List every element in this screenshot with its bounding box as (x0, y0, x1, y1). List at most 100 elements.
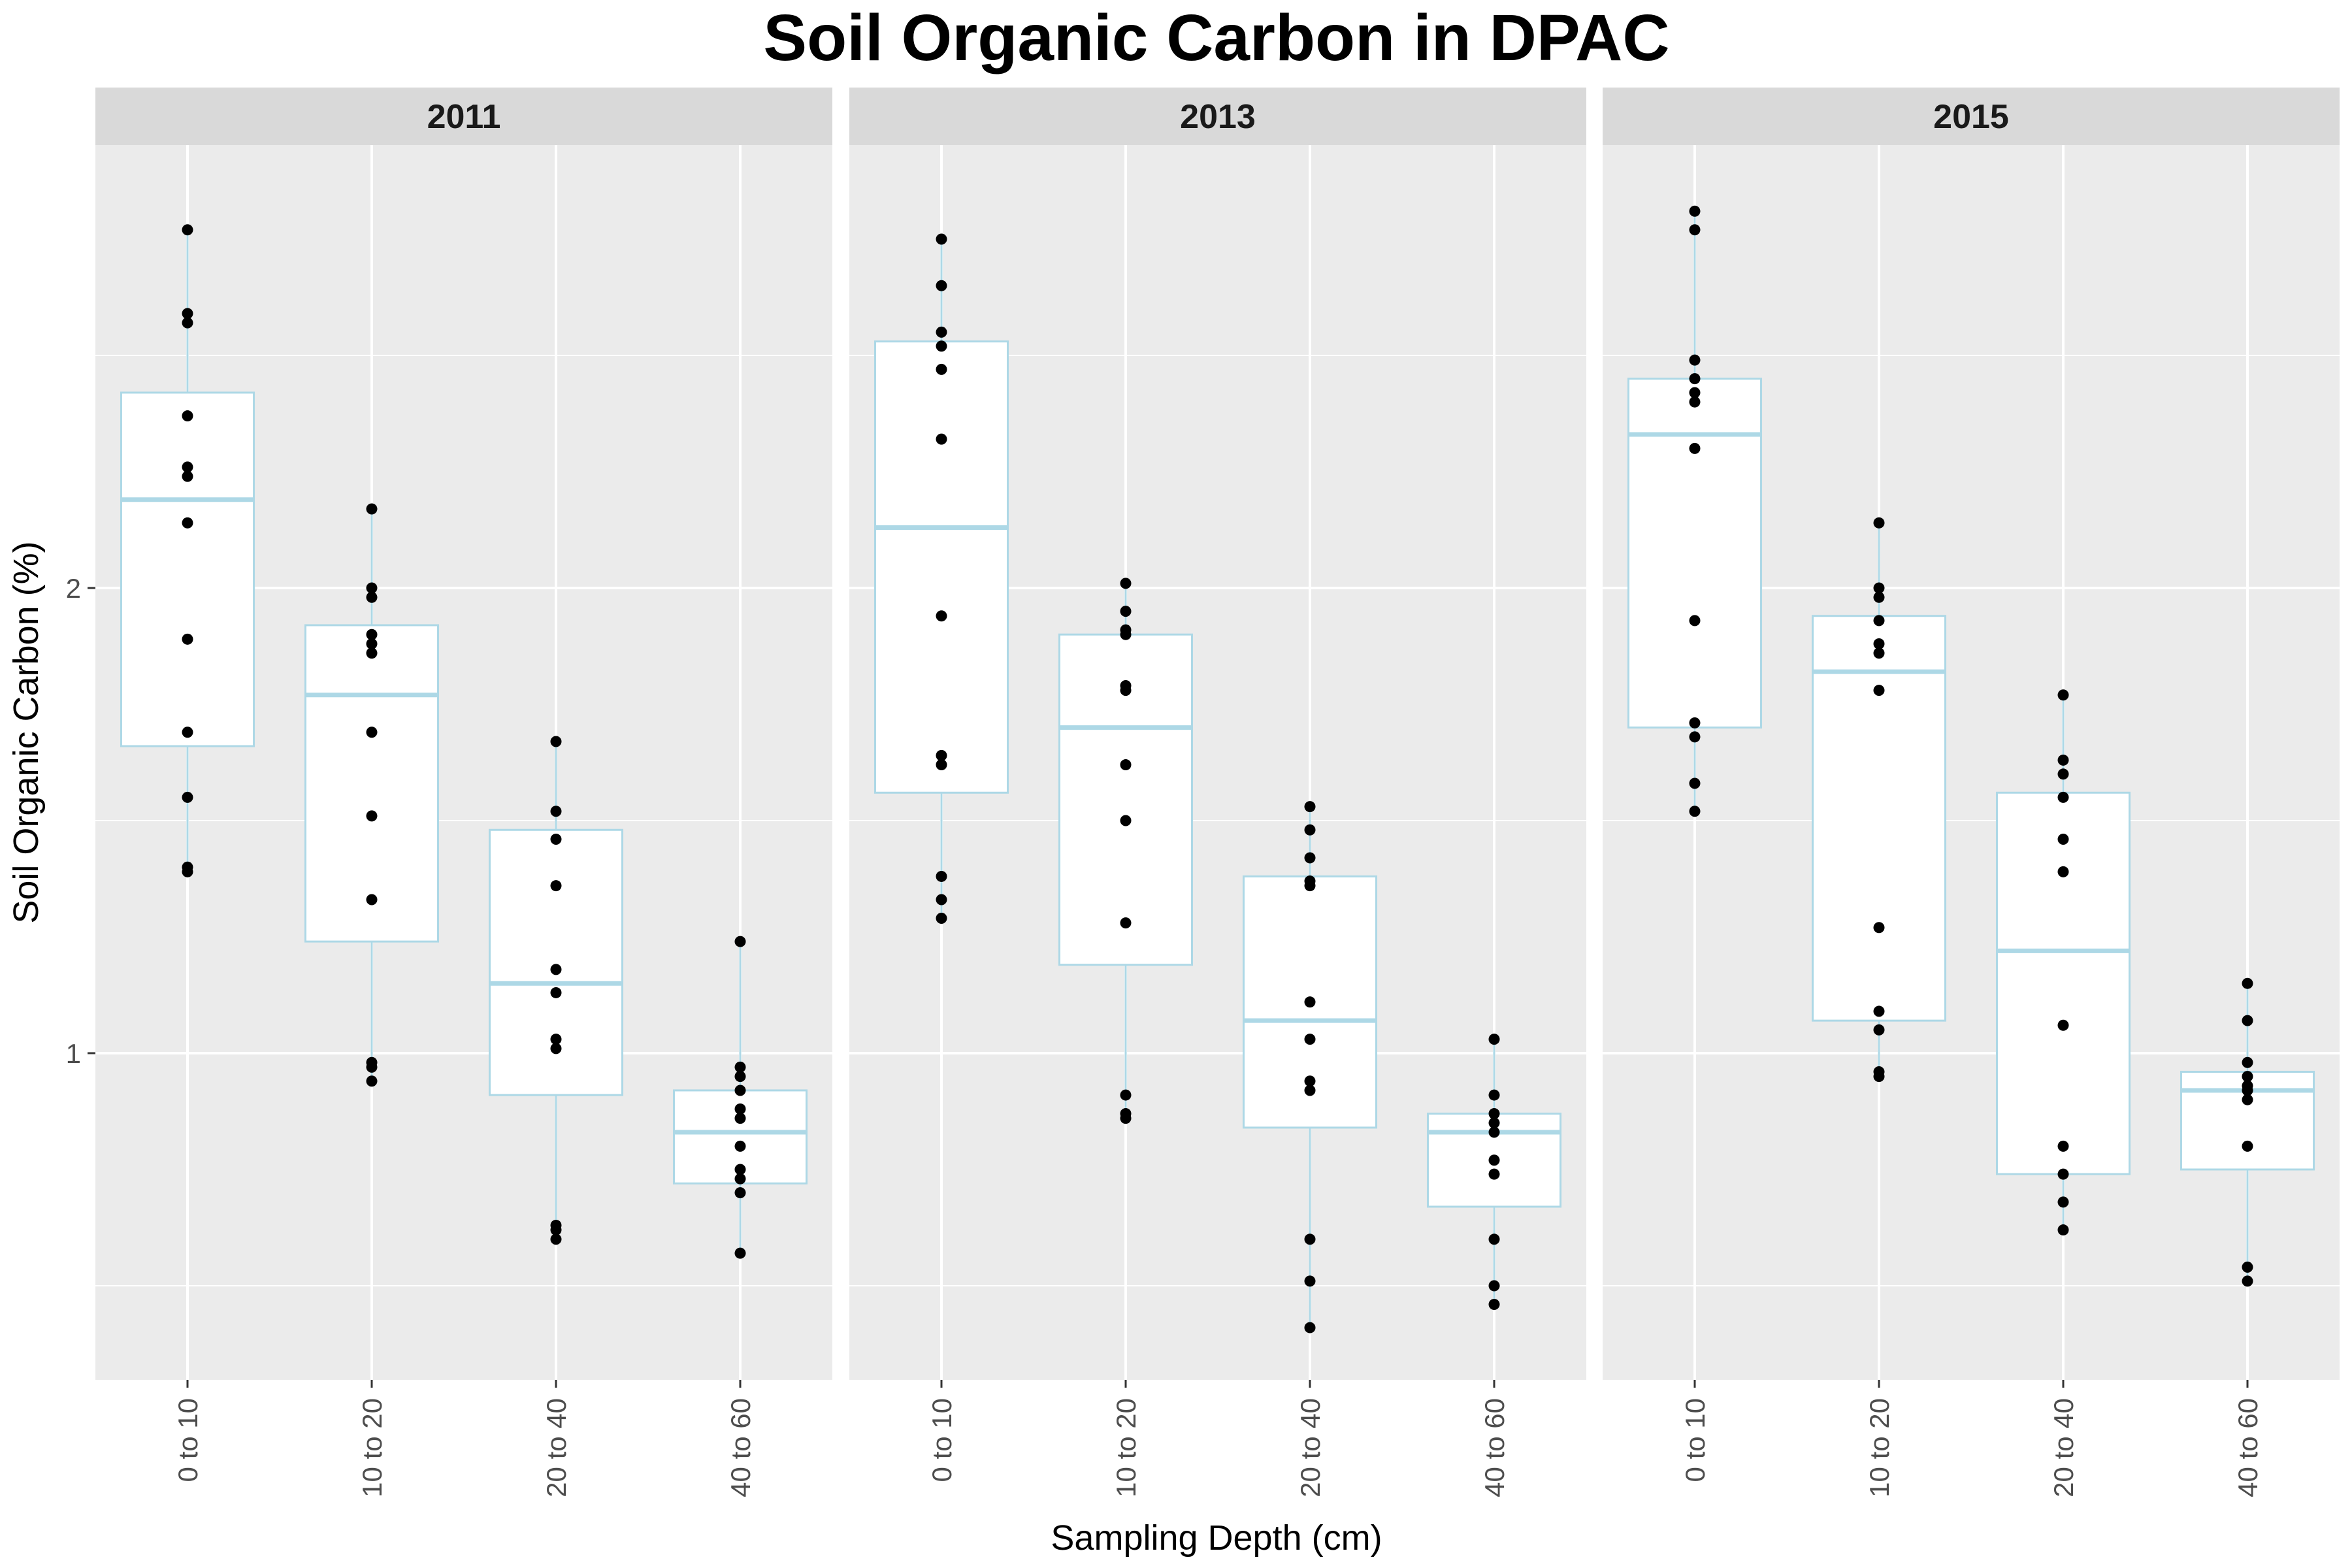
data-point (550, 1224, 562, 1236)
data-point (734, 1247, 746, 1259)
data-point (1304, 1034, 1316, 1045)
data-point (1120, 1089, 1132, 1101)
data-point (2242, 1262, 2253, 1273)
panel-background (1603, 145, 2340, 1380)
chart-title: Soil Organic Carbon in DPAC (763, 1, 1669, 74)
facet-strip (849, 88, 1586, 145)
data-point (734, 1187, 746, 1199)
data-point (1488, 1089, 1500, 1101)
data-point (1304, 1275, 1316, 1287)
x-tick-label: 0 to 10 (926, 1398, 957, 1482)
data-point (1120, 606, 1132, 617)
data-point (1488, 1117, 1500, 1129)
data-point (1689, 806, 1701, 817)
data-point (734, 1103, 746, 1115)
data-point (936, 913, 947, 924)
box-iqr (874, 340, 1009, 794)
box-iqr (304, 624, 440, 943)
data-point (1689, 777, 1701, 789)
box-20-to-40 (1995, 689, 2131, 1236)
data-point (1873, 582, 1885, 594)
box-10-to-20 (1811, 517, 1947, 1083)
x-tick-label: 20 to 40 (541, 1398, 572, 1497)
data-point (182, 410, 193, 422)
data-point (936, 433, 947, 445)
box-0-to-10 (1627, 205, 1763, 817)
data-point (2057, 1168, 2069, 1180)
data-point (1120, 815, 1132, 826)
data-point (1488, 1280, 1500, 1292)
box-40-to-60 (2180, 977, 2315, 1287)
data-point (1304, 801, 1316, 813)
box-0-to-10 (874, 233, 1009, 924)
x-tick-label: 20 to 40 (2048, 1398, 2079, 1497)
data-point (550, 1034, 562, 1045)
data-point (2057, 1224, 2069, 1236)
facet-strip-label: 2011 (427, 98, 501, 136)
x-axis-title: Sampling Depth (cm) (1051, 1518, 1382, 1558)
data-point (936, 326, 947, 338)
data-point (550, 987, 562, 998)
data-point (550, 964, 562, 975)
box-iqr (1811, 615, 1947, 1022)
data-point (1488, 1154, 1500, 1166)
data-point (936, 610, 947, 622)
data-point (366, 629, 378, 640)
y-axis-title: Soil Organic Carbon (%) (7, 541, 46, 923)
data-point (1488, 1108, 1500, 1120)
box-iqr (120, 391, 255, 747)
data-point (734, 1085, 746, 1096)
data-point (1120, 629, 1132, 640)
data-point (734, 936, 746, 947)
data-point (1304, 852, 1316, 864)
facet-panel-2013: 2013 0 to 10 10 to 20 20 to 40 40 to 60 (849, 88, 1586, 1497)
x-tick-label: 40 to 60 (2232, 1398, 2263, 1497)
box-20-to-40 (1242, 801, 1378, 1333)
box-10-to-20 (1058, 578, 1194, 1124)
data-point (366, 894, 378, 906)
facet-strip (95, 88, 832, 145)
data-point (734, 1173, 746, 1184)
facet-strip (1603, 88, 2340, 145)
data-point (182, 461, 193, 473)
data-point (734, 1140, 746, 1152)
data-point (2242, 1056, 2253, 1068)
box-iqr (1995, 791, 2131, 1175)
panel-background (95, 145, 832, 1380)
x-tick-label: 10 to 20 (1111, 1398, 1141, 1497)
data-point (1120, 759, 1132, 771)
data-point (1873, 517, 1885, 529)
data-point (734, 1071, 746, 1083)
data-point (550, 833, 562, 845)
x-tick-label: 40 to 60 (1479, 1398, 1510, 1497)
x-tick-label: 10 to 20 (1864, 1398, 1895, 1497)
data-point (182, 470, 193, 482)
data-point (734, 1061, 746, 1073)
data-point (2242, 1015, 2253, 1026)
data-point (1488, 1298, 1500, 1310)
data-point (1873, 591, 1885, 603)
data-point (182, 517, 193, 529)
data-point (182, 224, 193, 236)
data-point (182, 791, 193, 803)
data-point (1304, 1322, 1316, 1333)
data-point (366, 647, 378, 659)
x-tick-label: 20 to 40 (1295, 1398, 1326, 1497)
data-point (1689, 224, 1701, 236)
box-iqr (488, 828, 624, 1096)
data-point (2242, 1085, 2253, 1096)
data-point (1689, 442, 1701, 454)
data-point (2057, 1140, 2069, 1152)
data-point (936, 894, 947, 906)
data-point (936, 280, 947, 291)
data-point (366, 1061, 378, 1073)
data-point (2057, 866, 2069, 877)
y-tick-label: 2 (66, 573, 81, 604)
data-point (1689, 731, 1701, 743)
data-point (1304, 1233, 1316, 1245)
data-point (936, 340, 947, 352)
box-40-to-60 (1426, 1034, 1562, 1310)
data-point (1873, 638, 1885, 649)
data-point (1488, 1233, 1500, 1245)
